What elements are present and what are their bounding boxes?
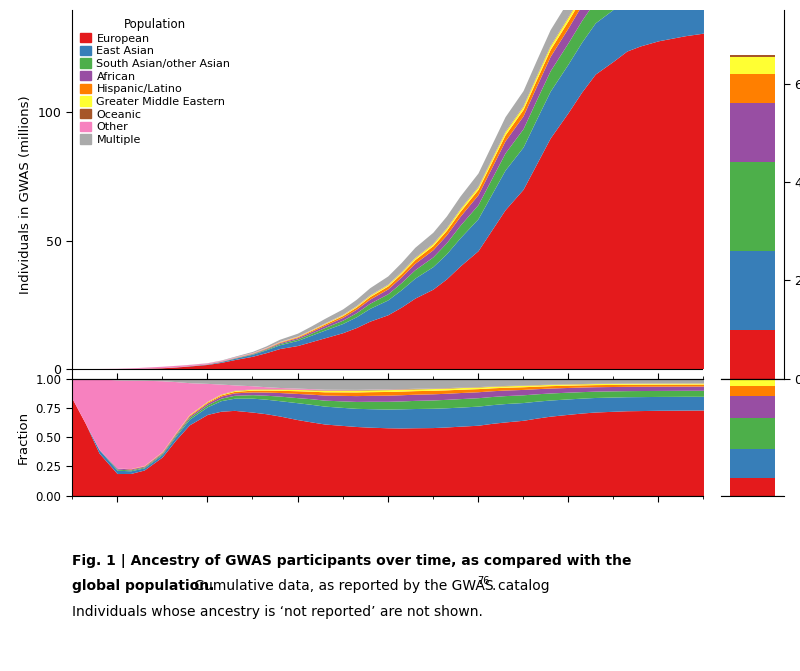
Text: Individuals whose ancestry is ‘not reported’ are not shown.: Individuals whose ancestry is ‘not repor…	[72, 605, 483, 619]
Bar	[730, 162, 774, 251]
Text: global population.: global population.	[72, 579, 214, 593]
Bar	[730, 386, 774, 397]
Bar	[730, 74, 774, 103]
Bar	[730, 478, 774, 496]
Bar	[730, 450, 774, 478]
Bar	[730, 379, 774, 380]
Y-axis label: Fraction: Fraction	[17, 411, 30, 464]
Bar	[730, 103, 774, 162]
Bar	[730, 251, 774, 329]
Text: 76: 76	[477, 576, 489, 586]
Bar	[730, 417, 774, 450]
Bar	[730, 55, 774, 57]
Text: Fig. 1 | Ancestry of GWAS participants over time, as compared with the: Fig. 1 | Ancestry of GWAS participants o…	[72, 554, 631, 568]
Bar	[730, 380, 774, 386]
Bar	[730, 329, 774, 379]
Y-axis label: Individuals in GWAS (millions): Individuals in GWAS (millions)	[19, 95, 32, 294]
Bar	[730, 397, 774, 417]
Text: .: .	[491, 579, 495, 593]
Bar	[730, 57, 774, 74]
Text: Cumulative data, as reported by the GWAS catalog: Cumulative data, as reported by the GWAS…	[190, 579, 550, 593]
Legend: European, East Asian, South Asian/other Asian, African, Hispanic/Latino, Greater: European, East Asian, South Asian/other …	[78, 15, 233, 147]
